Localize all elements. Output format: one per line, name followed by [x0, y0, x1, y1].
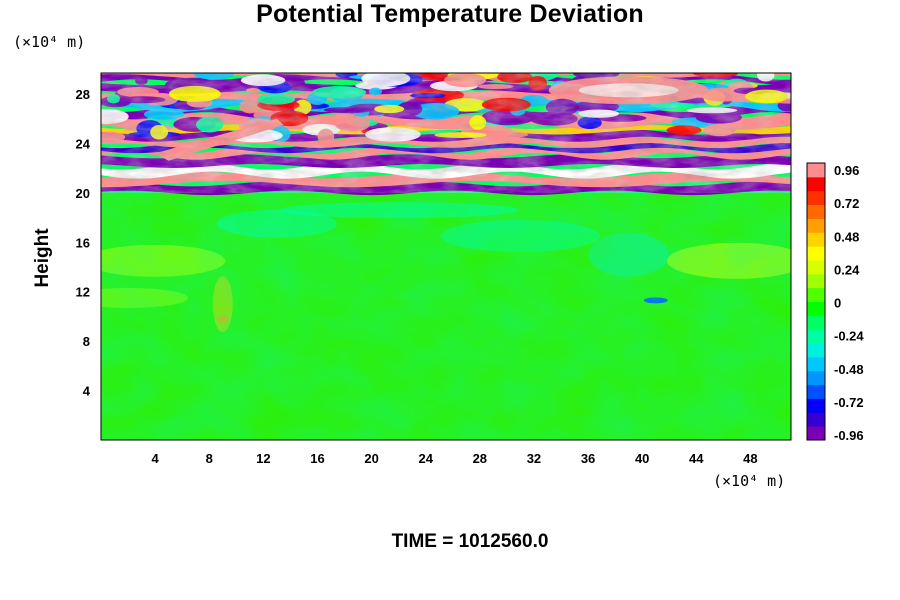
colorbar-tick-label: -0.96: [834, 428, 864, 443]
colorbar-tick-label: 0.72: [834, 196, 859, 211]
colorbar-swatch: [807, 384, 825, 399]
y-tick-label: 8: [83, 334, 90, 349]
y-tick-label: 20: [76, 186, 90, 201]
y-tick-label: 28: [76, 87, 90, 102]
lower-texture: [101, 192, 791, 440]
colorbar-swatch: [807, 329, 825, 344]
x-tick-label: 28: [473, 451, 487, 466]
upper-texture: [101, 73, 791, 193]
x-tick-label: 20: [364, 451, 378, 466]
chart-title: Potential Temperature Deviation: [256, 0, 644, 28]
colorbar-swatch: [807, 301, 825, 316]
colorbar-tick-label: -0.48: [834, 362, 864, 377]
x-tick-label: 12: [256, 451, 270, 466]
colorbar-tick-label: 0.24: [834, 262, 860, 277]
y-tick-label: 4: [83, 384, 91, 399]
colorbar-swatch: [807, 218, 825, 233]
plot-frame: [100, 72, 792, 441]
colorbar-swatch: [807, 412, 825, 427]
colorbar-swatch: [807, 259, 825, 275]
y-tick-label: 24: [76, 136, 91, 151]
x-tick-label: 16: [310, 451, 324, 466]
x-tick-label: 24: [418, 451, 433, 466]
x-tick-label: 44: [689, 451, 704, 466]
colorbar-frame: [806, 162, 826, 441]
colorbar-tick-label: 0.96: [834, 163, 859, 178]
colorbar-swatch: [807, 163, 825, 178]
x-tick-label: 8: [206, 451, 213, 466]
colorbar-swatch: [807, 370, 825, 386]
colorbar-swatch: [807, 343, 825, 358]
colorbar-swatch: [807, 232, 825, 247]
colorbar-swatch: [807, 246, 825, 261]
time-label: TIME = 1012560.0: [391, 531, 549, 552]
colorbar-tick-label: 0.48: [834, 229, 859, 244]
heatmap-field: [101, 73, 791, 440]
colorbar-swatch: [807, 287, 825, 302]
x-axis-unit: (×10⁴ m): [713, 472, 786, 490]
x-tick-label: 36: [581, 451, 595, 466]
y-tick-label: 12: [76, 285, 90, 300]
y-axis: 4 8 12 16 20 24 28: [76, 87, 91, 399]
colorbar-tick-label: 0: [834, 296, 841, 311]
colorbar-tick-label: -0.72: [834, 395, 864, 410]
colorbar-swatch: [807, 176, 825, 192]
x-tick-label: 4: [152, 451, 160, 466]
colorbar-swatch: [807, 426, 825, 441]
x-tick-label: 32: [527, 451, 541, 466]
x-tick-label: 40: [635, 451, 649, 466]
colorbar: 0.96 0.72 0.48 0.24 0 -0.24 -0.48 -0.72 -0.96: [806, 162, 864, 443]
y-axis-unit: (×10⁴ m): [13, 33, 86, 51]
colorbar-swatch: [807, 398, 825, 413]
colorbar-swatch: [807, 190, 825, 206]
x-tick-label: 48: [743, 451, 757, 466]
colorbar-tick-label: -0.24: [834, 329, 864, 344]
y-tick-label: 16: [76, 235, 90, 250]
colorbar-swatch: [807, 315, 825, 330]
colorbar-swatch: [807, 356, 825, 372]
colorbar-swatch: [807, 204, 825, 219]
x-axis: 4 8 12 16 20 24 28 32 36 40 44 48: [152, 451, 758, 466]
colorbar-swatch: [807, 273, 825, 289]
